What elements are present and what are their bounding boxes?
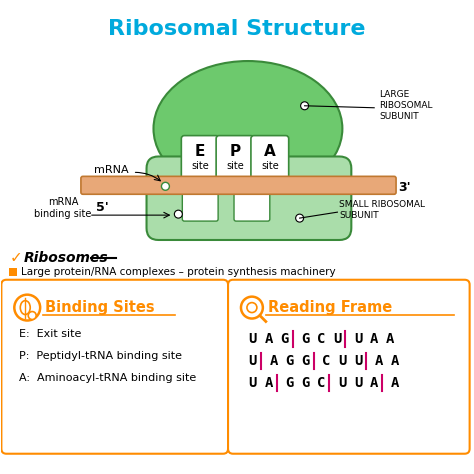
FancyBboxPatch shape <box>81 176 396 194</box>
Text: U: U <box>338 354 346 368</box>
Text: site: site <box>191 162 209 172</box>
Text: mRNA
binding site: mRNA binding site <box>34 197 91 219</box>
Text: Ribosomes: Ribosomes <box>23 251 108 265</box>
Text: U: U <box>354 376 363 390</box>
FancyBboxPatch shape <box>228 280 470 454</box>
Text: U: U <box>249 376 257 390</box>
Text: A: A <box>370 332 378 346</box>
Text: A: A <box>264 144 276 159</box>
FancyBboxPatch shape <box>216 136 254 188</box>
Circle shape <box>162 182 169 190</box>
Text: SMALL RIBOSOMAL
SUBUNIT: SMALL RIBOSOMAL SUBUNIT <box>339 200 425 220</box>
Circle shape <box>241 297 263 319</box>
Text: C: C <box>322 354 331 368</box>
Text: G: G <box>301 332 310 346</box>
Ellipse shape <box>154 61 342 196</box>
Text: C: C <box>317 332 326 346</box>
Text: G: G <box>285 354 294 368</box>
Text: site: site <box>226 162 244 172</box>
FancyBboxPatch shape <box>182 191 218 221</box>
Text: G: G <box>301 354 310 368</box>
Text: A: A <box>375 354 383 368</box>
Text: U: U <box>354 332 363 346</box>
Text: G: G <box>301 376 310 390</box>
Text: G: G <box>281 332 289 346</box>
Text: LARGE
RIBOSOMAL
SUBUNIT: LARGE RIBOSOMAL SUBUNIT <box>379 90 433 121</box>
Text: Ribosomal Structure: Ribosomal Structure <box>108 19 366 39</box>
Circle shape <box>28 311 36 319</box>
Text: E:  Exit site: E: Exit site <box>19 329 82 339</box>
Text: A: A <box>264 376 273 390</box>
Circle shape <box>301 102 309 110</box>
Text: mRNA: mRNA <box>94 165 128 175</box>
Text: C: C <box>317 376 326 390</box>
Text: ✓: ✓ <box>9 250 22 265</box>
Text: A: A <box>391 376 399 390</box>
Text: U: U <box>338 376 346 390</box>
Text: A: A <box>264 332 273 346</box>
FancyBboxPatch shape <box>251 136 289 188</box>
Circle shape <box>247 302 257 312</box>
Text: A: A <box>270 354 278 368</box>
Circle shape <box>14 295 40 320</box>
Text: A: A <box>391 354 399 368</box>
Text: U: U <box>333 332 342 346</box>
Text: P: P <box>229 144 241 159</box>
Text: E: E <box>195 144 205 159</box>
Circle shape <box>174 210 182 218</box>
FancyBboxPatch shape <box>234 191 270 221</box>
Ellipse shape <box>20 301 30 315</box>
FancyBboxPatch shape <box>1 280 228 454</box>
Text: A: A <box>386 332 394 346</box>
Text: U: U <box>249 354 257 368</box>
Text: Large protein/RNA complexes – protein synthesis machinery: Large protein/RNA complexes – protein sy… <box>21 267 336 277</box>
Text: U: U <box>249 332 257 346</box>
Text: A: A <box>370 376 378 390</box>
Text: 5': 5' <box>96 201 109 214</box>
Text: 3': 3' <box>398 181 410 194</box>
Text: U: U <box>354 354 363 368</box>
Text: G: G <box>285 376 294 390</box>
Text: site: site <box>261 162 279 172</box>
FancyBboxPatch shape <box>182 136 219 188</box>
FancyBboxPatch shape <box>146 156 351 240</box>
Text: P:  Peptidyl-tRNA binding site: P: Peptidyl-tRNA binding site <box>19 351 182 361</box>
Bar <box>9 268 17 276</box>
Text: A:  Aminoacyl-tRNA binding site: A: Aminoacyl-tRNA binding site <box>19 373 197 383</box>
Circle shape <box>296 214 304 222</box>
Text: Binding Sites: Binding Sites <box>45 300 155 315</box>
Text: Reading Frame: Reading Frame <box>268 300 392 315</box>
